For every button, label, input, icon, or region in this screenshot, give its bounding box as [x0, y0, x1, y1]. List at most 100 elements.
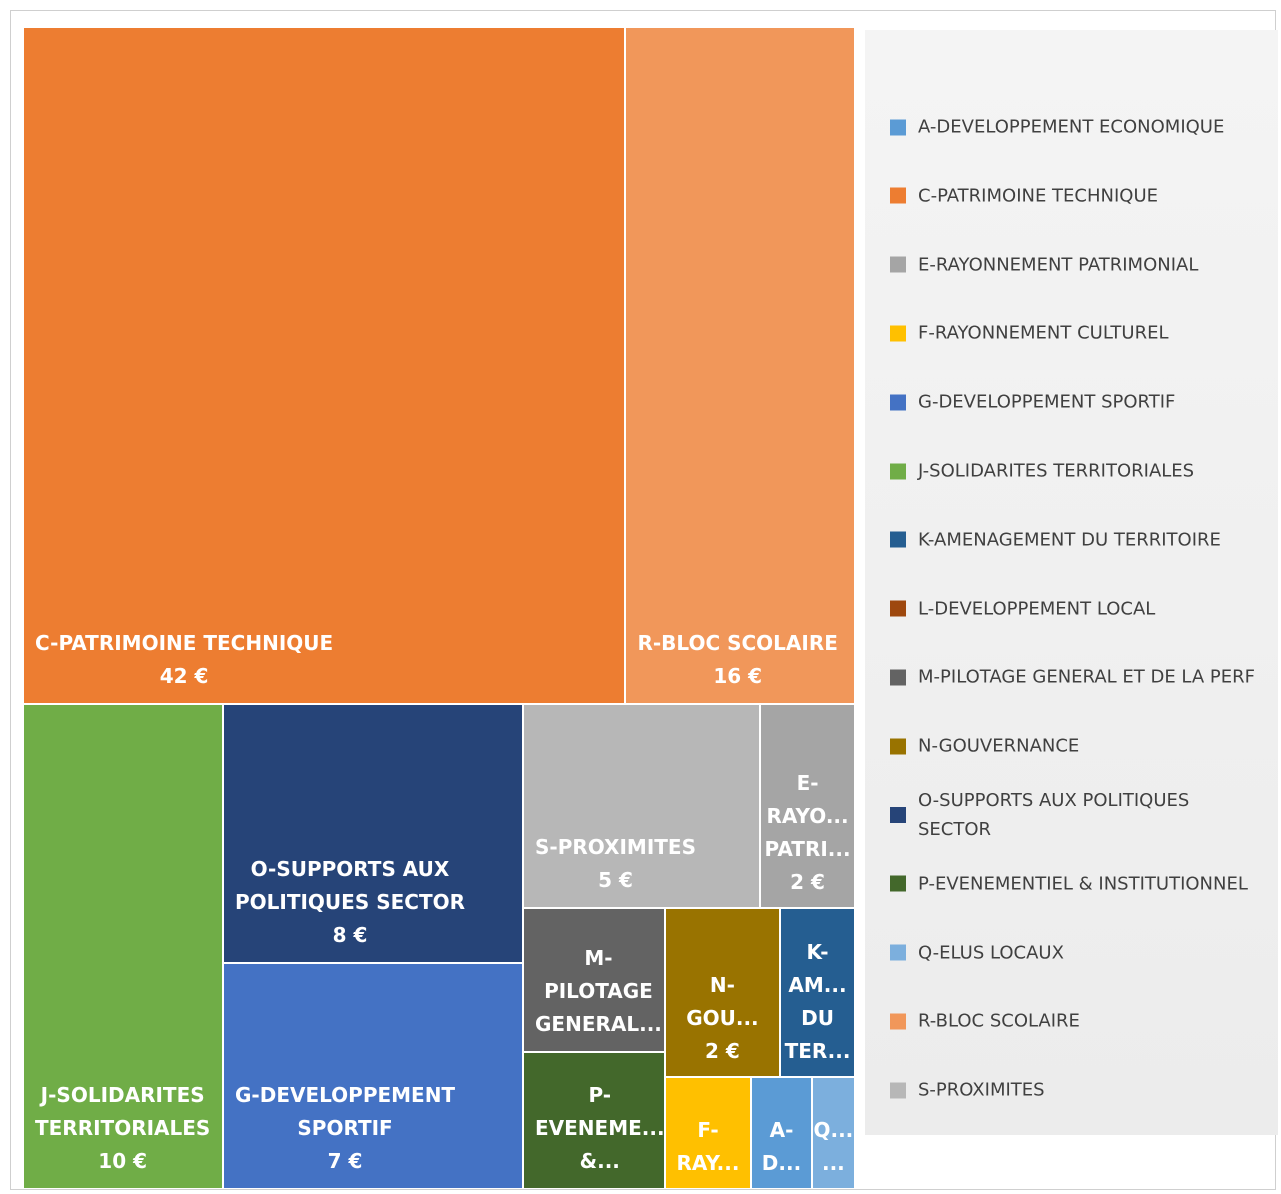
legend-swatch — [890, 944, 906, 961]
legend-swatch — [890, 600, 906, 617]
legend-label: L-DEVELOPPEMENT LOCAL — [918, 598, 1156, 620]
legend-swatch — [890, 531, 906, 548]
legend-label: P-EVENEMENTIEL & INSTITUTIONNEL — [918, 873, 1248, 895]
legend-item: E-RAYONNEMENT PATRIMONIAL — [890, 250, 1275, 279]
legend-label: G-DEVELOPPEMENT SPORTIF — [918, 391, 1176, 413]
tile-label: S-PROXIMITES 5 € — [535, 831, 696, 897]
tile-label-line: AM... — [788, 972, 847, 997]
tile-label-line: EVENEME... — [535, 1115, 665, 1140]
tile: S-PROXIMITES 5 € — [523, 703, 761, 909]
tile: P- EVENEME... &... — [523, 1052, 665, 1189]
tile-label-line: J-SOLIDARITES — [40, 1082, 205, 1107]
value-label: 7 € — [327, 1148, 363, 1173]
tile-label-line: E- — [796, 771, 819, 796]
tile-label-line: TER... — [784, 1038, 851, 1063]
tile: N- GOU... 2 € — [664, 908, 781, 1077]
value-label: 8 € — [332, 922, 368, 947]
tile-label-line: K- — [806, 939, 829, 964]
value-label: 2 € — [705, 1038, 740, 1063]
legend-item: R-BLOC SCOLAIRE — [890, 1007, 1275, 1036]
tile-label-line: Q... — [813, 1117, 854, 1142]
tile-label-line: R-BLOC SCOLAIRE — [637, 630, 838, 655]
tile-label-line: POLITIQUES SECTOR — [235, 889, 465, 914]
legend-label: N-GOUVERNANCE — [918, 735, 1080, 757]
legend-swatch — [890, 325, 906, 342]
tile: J-SOLIDARITES TERRITORIALES 10 € — [23, 703, 223, 1189]
tile: M- PILOTAGE GENERAL... — [523, 908, 665, 1053]
legend-item: F-RAYONNEMENT CULTUREL — [890, 319, 1275, 348]
legend-item: P-EVENEMENTIEL & INSTITUTIONNEL — [890, 869, 1275, 898]
legend-item: J-SOLIDARITES TERRITORIALES — [890, 457, 1275, 486]
tile-label-line: PILOTAGE — [544, 979, 653, 1004]
legend-item: A-DEVELOPPEMENT ECONOMIQUE — [890, 113, 1275, 142]
legend-label: J-SOLIDARITES TERRITORIALES — [918, 460, 1195, 482]
tile-label-line: G-DEVELOPPEMENT — [235, 1082, 456, 1107]
legend-swatch — [890, 1013, 906, 1030]
legend-label: F-RAYONNEMENT CULTUREL — [918, 322, 1169, 344]
tile-label-line: RAYO... — [766, 804, 849, 829]
legend-swatch — [890, 394, 906, 411]
tile-label-line: TERRITORIALES — [35, 1115, 211, 1140]
legend-item: G-DEVELOPPEMENT SPORTIF — [890, 388, 1275, 417]
legend-item: M-PILOTAGE GENERAL ET DE LA PERF — [890, 663, 1275, 692]
tile-label-line: PATRI... — [764, 837, 851, 862]
tile-label: P- EVENEME... &... — [535, 1079, 665, 1178]
tile: R-BLOC SCOLAIRE 16 € — [625, 27, 855, 704]
tile: A- D... — [751, 1076, 812, 1189]
tile-label-line: S-PROXIMITES — [535, 835, 696, 860]
tile-label-line: M- — [584, 946, 613, 971]
value-label: 2 € — [790, 870, 825, 895]
tile-label-line: SPORTIF — [297, 1115, 393, 1140]
tile-label-line: GOU... — [686, 1005, 759, 1030]
legend-label: R-BLOC SCOLAIRE — [918, 1010, 1080, 1032]
legend-swatch — [890, 119, 906, 135]
legend-swatch — [890, 875, 906, 892]
value-label: 42 € — [159, 663, 209, 688]
legend-label: Q-ELUS LOCAUX — [918, 942, 1064, 964]
tile-label: J-SOLIDARITES TERRITORIALES 10 € — [35, 1079, 210, 1178]
tile-label: A- D... — [762, 1114, 801, 1180]
tile: F- RAY... — [664, 1076, 752, 1189]
tile-label-line: DU — [801, 1005, 834, 1030]
tile-label-line: P- — [588, 1082, 612, 1107]
legend-item: N-GOUVERNANCE — [890, 732, 1275, 761]
legend-label: S-PROXIMITES — [918, 1079, 1045, 1101]
legend-item: K-AMENAGEMENT DU TERRITOIRE — [890, 525, 1275, 554]
tile: C-PATRIMOINE TECHNIQUE 42 € — [23, 27, 626, 704]
legend-swatch — [890, 256, 906, 273]
tile: E- RAYO... PATRI... 2 € — [760, 703, 855, 909]
tile-label: M- PILOTAGE GENERAL... — [535, 942, 662, 1041]
legend-panel — [865, 30, 1278, 1135]
tile-label: F- RAY... — [677, 1114, 740, 1180]
legend-swatch — [890, 187, 906, 204]
tile-label-line: ... — [821, 1150, 845, 1175]
legend-swatch — [890, 1082, 906, 1099]
legend-swatch — [890, 738, 906, 755]
tile-label-line: O-SUPPORTS AUX — [250, 856, 450, 881]
tile-label: E- RAYO... PATRI... 2 € — [765, 767, 851, 899]
value-label: 16 € — [713, 663, 763, 688]
tile-label-line: &... — [579, 1148, 620, 1173]
tile-label: Q...... — [813, 1114, 853, 1180]
tile: G-DEVELOPPEMENT SPORTIF 7 € — [223, 962, 523, 1189]
legend-label: K-AMENAGEMENT DU TERRITOIRE — [918, 529, 1221, 551]
legend-label: O-SUPPORTS AUX POLITIQUES SECTOR — [918, 790, 1190, 840]
legend-item: S-PROXIMITES — [890, 1076, 1275, 1105]
legend-item: O-SUPPORTS AUX POLITIQUES SECTOR — [890, 786, 1275, 844]
tile-label: N- GOU... 2 € — [686, 969, 758, 1068]
value-label: 10 € — [98, 1148, 148, 1173]
value-label: 5 € — [598, 868, 633, 893]
legend-label: A-DEVELOPPEMENT ECONOMIQUE — [918, 116, 1225, 138]
tile-label: C-PATRIMOINE TECHNIQUE 42 € — [35, 627, 333, 693]
tile: K- AM... DU TER... — [780, 908, 855, 1077]
legend-swatch — [890, 463, 906, 479]
tile-label: K- AM... DU TER... — [785, 936, 851, 1068]
legend-label: C-PATRIMOINE TECHNIQUE — [918, 185, 1159, 207]
legend-label: M-PILOTAGE GENERAL ET DE LA PERF — [918, 666, 1255, 688]
legend-label: E-RAYONNEMENT PATRIMONIAL — [918, 254, 1199, 276]
tile-label-line: D... — [761, 1150, 802, 1175]
tile-label: R-BLOC SCOLAIRE 16 € — [637, 627, 837, 693]
legend-swatch — [890, 669, 906, 686]
tile-label-line: RAY... — [676, 1150, 740, 1175]
